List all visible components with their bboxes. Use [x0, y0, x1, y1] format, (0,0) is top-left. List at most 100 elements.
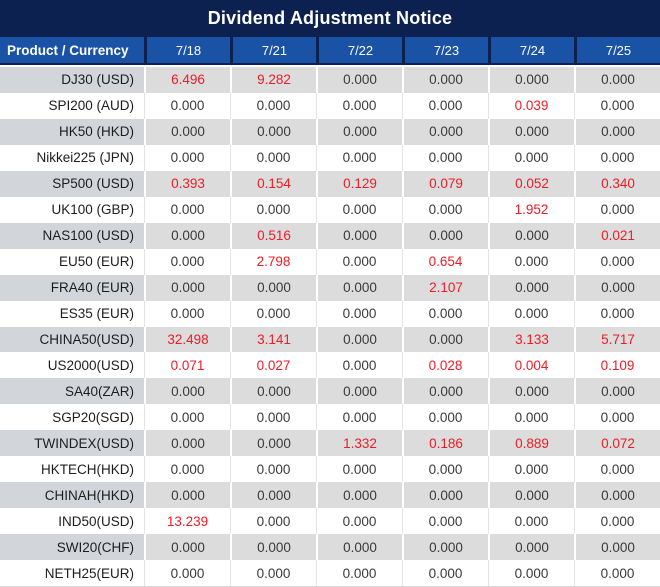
value-cell: 0.000 [402, 404, 488, 431]
value-cell: 0.000 [230, 430, 316, 457]
value-cell: 0.000 [488, 274, 574, 301]
value-cell: 0.000 [230, 144, 316, 171]
value-cell: 0.000 [316, 274, 402, 301]
value-cell: 0.109 [574, 352, 660, 379]
value-cell: 0.000 [402, 92, 488, 119]
value-cell: 0.000 [316, 378, 402, 405]
value-cell: 0.000 [230, 482, 316, 509]
value-cell: 0.000 [230, 118, 316, 145]
value-cell: 0.393 [144, 170, 230, 197]
value-cell: 0.000 [574, 560, 660, 586]
value-cell: 0.000 [402, 118, 488, 145]
value-cell: 0.000 [316, 92, 402, 119]
value-cell: 0.000 [574, 274, 660, 301]
value-cell: 0.000 [144, 92, 230, 119]
value-cell: 0.000 [316, 482, 402, 509]
value-cell: 0.000 [316, 456, 402, 483]
product-cell: FRA40 (EUR) [0, 274, 144, 301]
table-row: NETH25(EUR) 0.000 0.000 0.000 0.000 0.000 0.00… [0, 560, 660, 586]
page-title: Dividend Adjustment Notice [207, 8, 453, 28]
value-cell: 0.000 [402, 326, 488, 353]
value-cell: 0.000 [488, 118, 574, 145]
title-bar: Dividend Adjustment Notice [0, 0, 660, 37]
value-cell: 0.000 [488, 248, 574, 275]
value-cell: 0.000 [316, 196, 402, 223]
value-cell: 0.000 [402, 222, 488, 249]
value-cell: 0.000 [230, 404, 316, 431]
table-row: SP500 (USD) 0.393 0.154 0.129 0.079 0.052 0.34… [0, 170, 660, 197]
table-row: EU50 (EUR) 0.000 2.798 0.000 0.654 0.000 0.000 [0, 248, 660, 275]
value-cell: 0.000 [316, 560, 402, 586]
value-cell: 0.000 [574, 300, 660, 327]
table-row: TWINDEX(USD) 0.000 0.000 1.332 0.186 0.889 0.0… [0, 430, 660, 457]
product-cell: ES35 (EUR) [59, 306, 134, 322]
column-header-date: 7/21 [230, 37, 316, 63]
value-cell: 0.000 [316, 404, 402, 431]
value-cell: 0.000 [144, 222, 230, 249]
value-cell: 0.000 [316, 118, 402, 145]
value-cell: 0.000 [230, 274, 316, 301]
value-cell: 1.952 [488, 196, 574, 223]
value-cell: 0.028 [402, 352, 488, 379]
value-cell: 2.798 [230, 248, 316, 275]
table-row: SA40(ZAR) 0.000 0.000 0.000 0.000 0.000 0.000 [0, 378, 660, 405]
value-cell: 32.498 [144, 326, 230, 353]
value-cell: 0.000 [574, 144, 660, 171]
value-cell: 0.000 [574, 196, 660, 223]
value-cell: 0.000 [144, 560, 230, 586]
column-header-date: 7/25 [574, 37, 660, 63]
value-cell: 0.000 [574, 378, 660, 405]
product-cell: NETH25(EUR) [44, 565, 134, 581]
product-cell: CHINA50(USD) [0, 326, 144, 353]
product-cell: IND50(USD) [58, 513, 134, 529]
value-cell: 0.000 [402, 300, 488, 327]
value-cell: 0.000 [144, 144, 230, 171]
product-cell: TWINDEX(USD) [0, 430, 144, 457]
value-cell: 0.000 [230, 456, 316, 483]
value-cell: 0.000 [316, 326, 402, 353]
value-cell: 0.000 [144, 534, 230, 561]
table-row: FRA40 (EUR) 0.000 0.000 0.000 2.107 0.000 0.00… [0, 274, 660, 301]
product-cell: SPI200 (AUD) [48, 98, 134, 114]
table-row: DJ30 (USD) 6.496 9.282 0.000 0.000 0.000 0.000 [0, 67, 660, 93]
value-cell: 0.000 [402, 534, 488, 561]
value-cell: 0.000 [488, 404, 574, 431]
product-cell: UK100 (GBP) [51, 202, 134, 218]
value-cell: 0.000 [144, 248, 230, 275]
value-cell: 0.000 [574, 92, 660, 119]
value-cell: 0.000 [574, 404, 660, 431]
column-header-date: 7/18 [144, 37, 230, 63]
column-header-date: 7/22 [316, 37, 402, 63]
value-cell: 0.000 [574, 456, 660, 483]
value-cell: 0.154 [230, 170, 316, 197]
value-cell: 0.000 [316, 352, 402, 379]
value-cell: 0.000 [316, 67, 402, 93]
value-cell: 0.021 [574, 222, 660, 249]
value-cell: 0.000 [488, 378, 574, 405]
table-row: SPI200 (AUD) 0.000 0.000 0.000 0.000 0.039 0.0… [0, 92, 660, 119]
value-cell: 0.000 [488, 300, 574, 327]
value-cell: 0.000 [230, 196, 316, 223]
value-cell: 5.717 [574, 326, 660, 353]
value-cell: 0.000 [488, 482, 574, 509]
value-cell: 0.000 [402, 508, 488, 535]
value-cell: 0.000 [574, 67, 660, 93]
value-cell: 0.129 [316, 170, 402, 197]
value-cell: 0.071 [144, 352, 230, 379]
value-cell: 0.000 [574, 482, 660, 509]
value-cell: 0.052 [488, 170, 574, 197]
value-cell: 0.000 [230, 378, 316, 405]
table-row: IND50(USD) 13.239 0.000 0.000 0.000 0.000 0.00… [0, 508, 660, 535]
table-row: CHINAH(HKD) 0.000 0.000 0.000 0.000 0.000 0.00… [0, 482, 660, 509]
table-body: DJ30 (USD) 6.496 9.282 0.000 0.000 0.000 0.000… [0, 65, 660, 586]
value-cell: 0.000 [574, 508, 660, 535]
value-cell: 0.000 [230, 560, 316, 586]
value-cell: 0.079 [402, 170, 488, 197]
value-cell: 0.000 [316, 248, 402, 275]
table-row: Nikkei225 (JPN) 0.000 0.000 0.000 0.000 0.000… [0, 144, 660, 171]
product-cell: SGP20(SGD) [52, 409, 134, 425]
product-cell: HK50 (HKD) [0, 118, 144, 145]
value-cell: 0.027 [230, 352, 316, 379]
value-cell: 0.000 [402, 196, 488, 223]
